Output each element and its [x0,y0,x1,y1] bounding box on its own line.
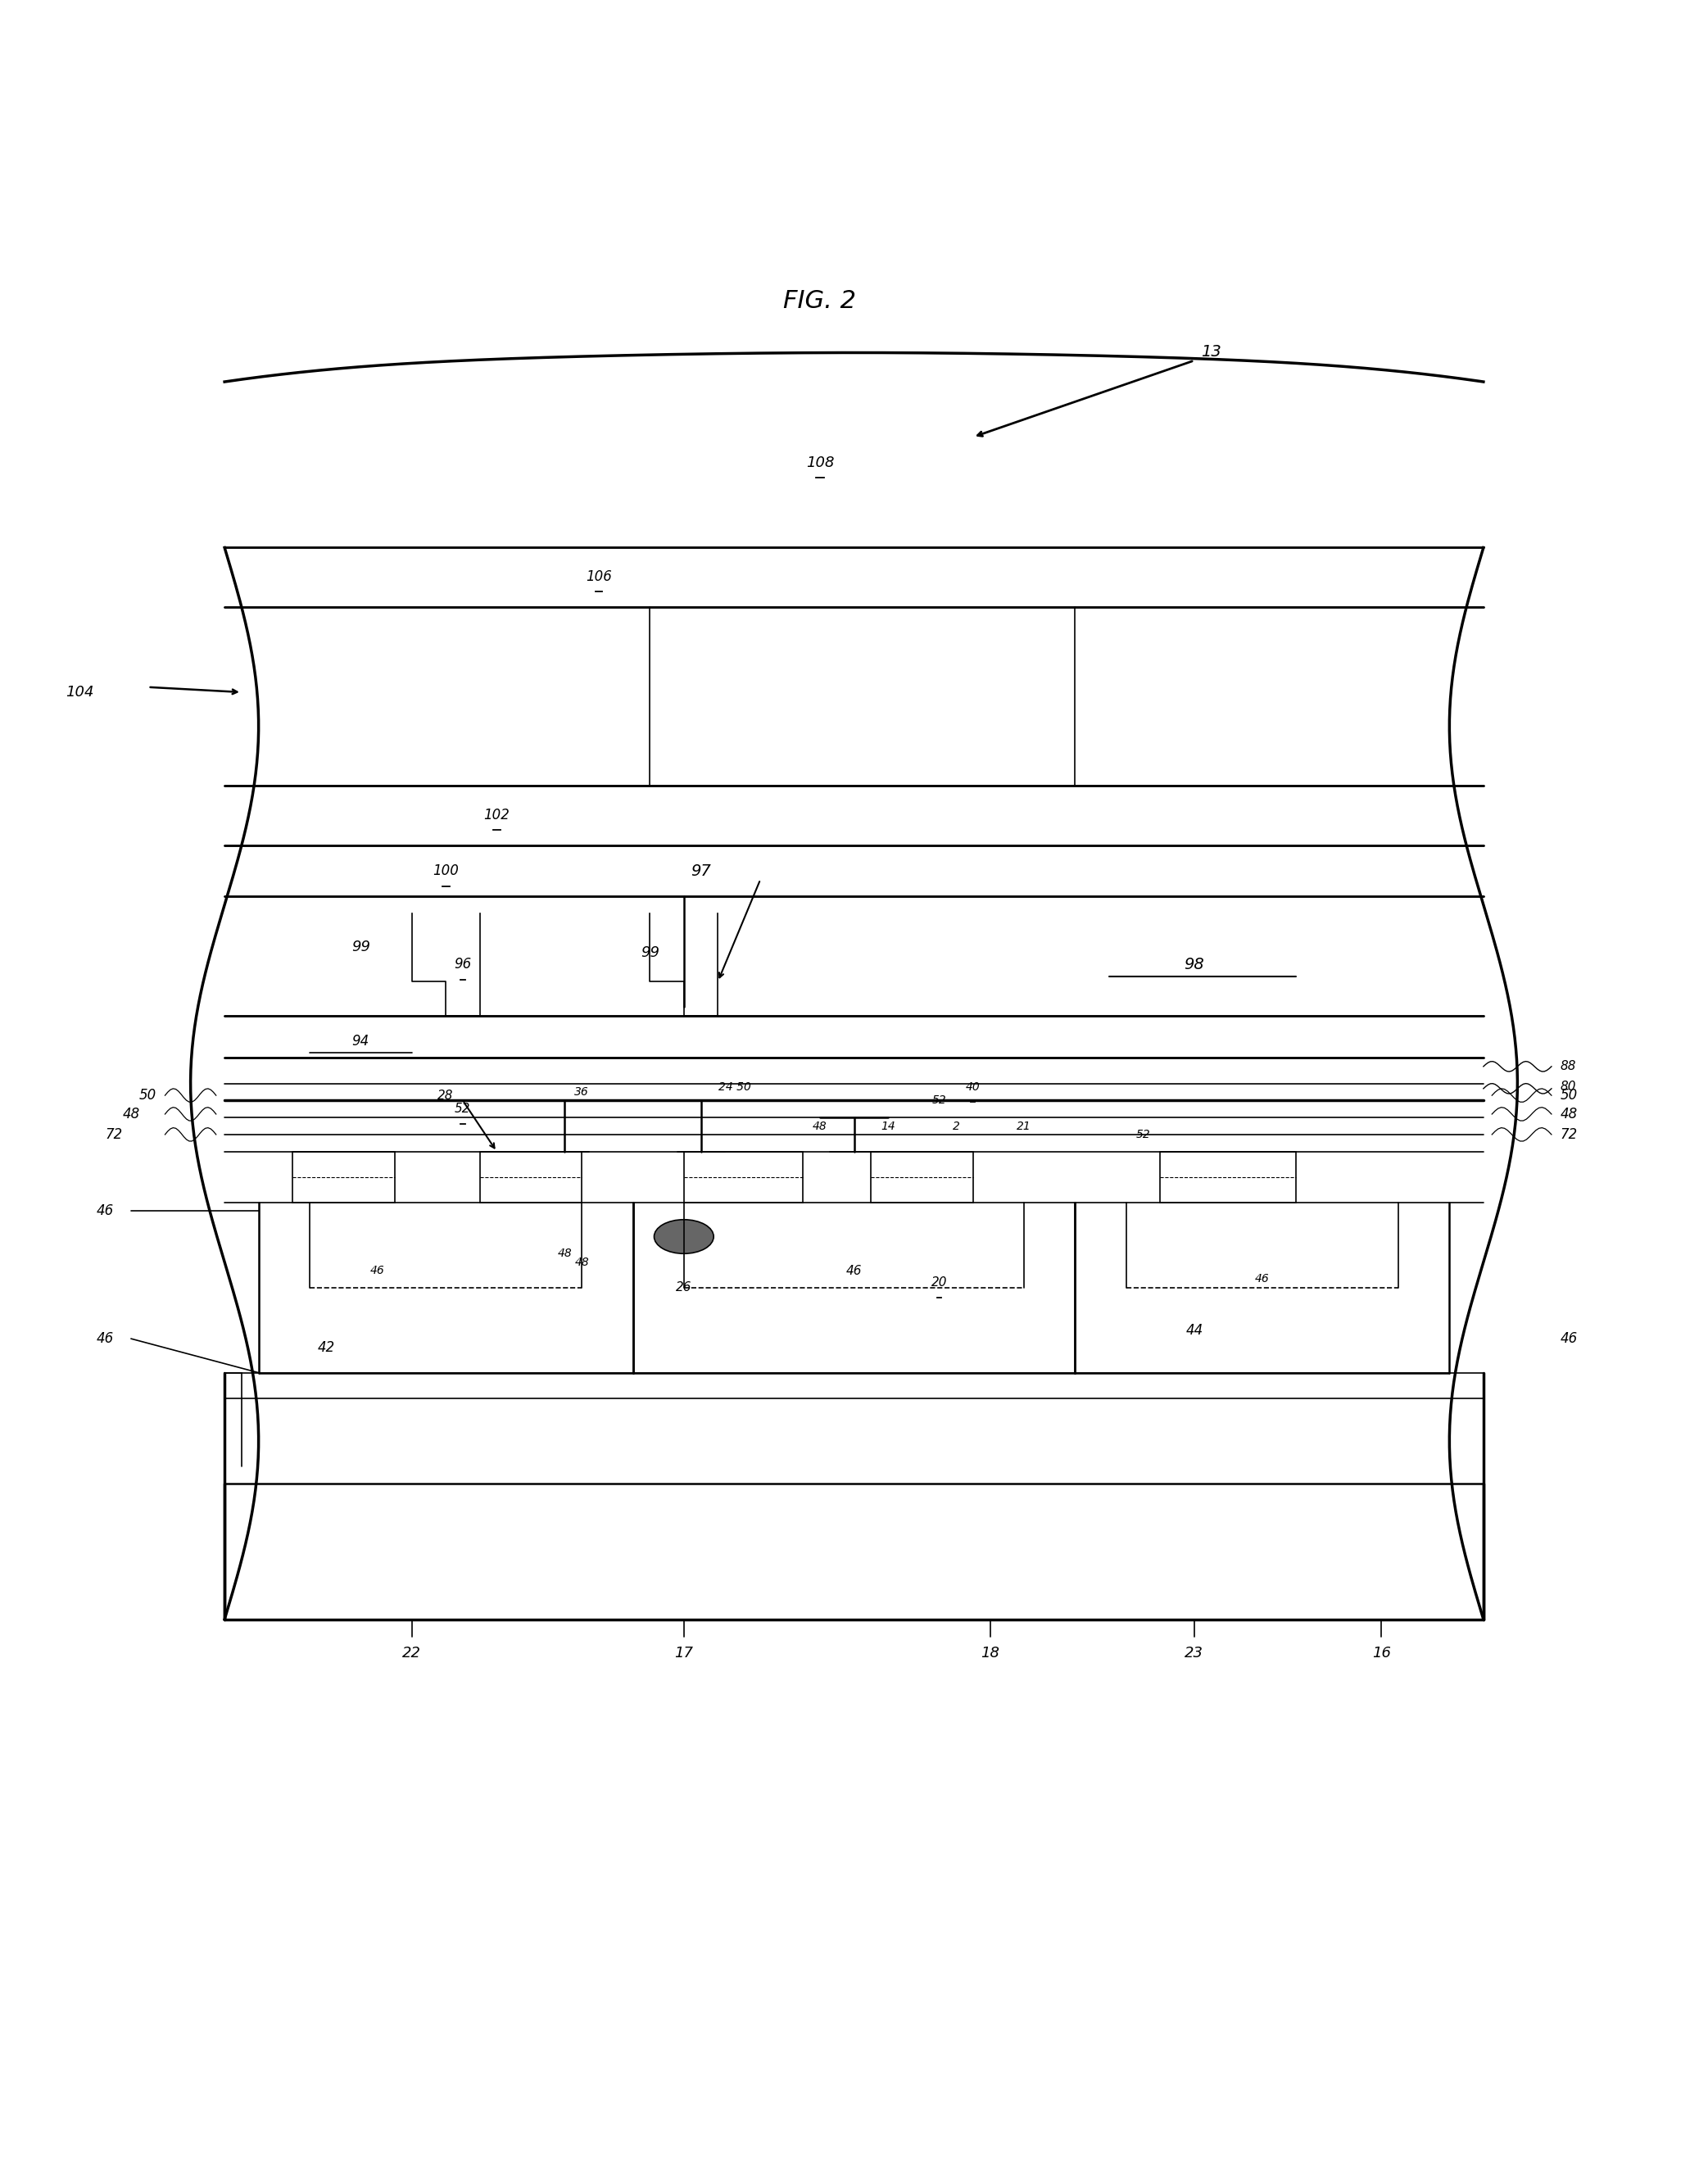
Text: 2: 2 [953,1120,960,1131]
Text: 46: 46 [1559,1332,1578,1345]
Text: 20: 20 [931,1275,946,1289]
Text: FIG. 2: FIG. 2 [784,288,856,312]
Text: 24 50: 24 50 [719,1081,752,1092]
Text: 36: 36 [574,1085,589,1099]
Text: 14: 14 [881,1120,895,1131]
Text: 17: 17 [675,1647,693,1660]
Text: 50: 50 [140,1088,157,1103]
Text: 72: 72 [106,1127,123,1142]
Text: 48: 48 [813,1120,827,1131]
Bar [871,1151,974,1203]
Text: 13: 13 [1201,345,1221,360]
Text: 18: 18 [980,1647,999,1660]
Text: 52: 52 [454,1103,471,1116]
Text: 26: 26 [676,1282,692,1293]
Text: 104: 104 [67,686,94,699]
Text: 16: 16 [1372,1647,1390,1660]
Text: 40: 40 [965,1081,980,1092]
Text: 22: 22 [403,1647,422,1660]
Text: 106: 106 [586,570,611,583]
Text: 48: 48 [557,1247,572,1260]
Text: 108: 108 [806,454,834,470]
Text: 42: 42 [318,1339,335,1354]
Text: 48: 48 [1559,1107,1578,1123]
Text: 44: 44 [1185,1324,1202,1337]
Text: 46: 46 [1255,1273,1269,1284]
Text: 28: 28 [437,1090,454,1101]
Text: 72: 72 [1559,1127,1578,1142]
Text: 21: 21 [1016,1120,1032,1131]
Text: 46: 46 [97,1203,114,1219]
Text: 52: 52 [1136,1129,1151,1140]
Text: 102: 102 [483,808,509,821]
Text: 80: 80 [1559,1081,1576,1092]
Text: 46: 46 [845,1265,863,1278]
Text: 52: 52 [933,1094,946,1107]
Bar [1160,1151,1296,1203]
Text: 96: 96 [454,957,471,972]
Bar [292,1151,395,1203]
Bar [480,1151,582,1203]
Text: 23: 23 [1185,1647,1204,1660]
Text: 48: 48 [574,1256,589,1269]
Bar [683,1151,803,1203]
Ellipse shape [654,1219,714,1254]
Text: 97: 97 [690,863,711,878]
Text: 46: 46 [371,1265,384,1275]
Text: 88: 88 [1559,1061,1576,1072]
Text: 99: 99 [640,946,659,961]
Text: 99: 99 [352,939,371,954]
Text: 98: 98 [1184,957,1204,972]
Text: 48: 48 [123,1107,140,1123]
Text: 46: 46 [97,1332,114,1345]
Text: 94: 94 [352,1033,369,1048]
Text: 100: 100 [432,863,459,878]
Text: 50: 50 [1559,1088,1578,1103]
